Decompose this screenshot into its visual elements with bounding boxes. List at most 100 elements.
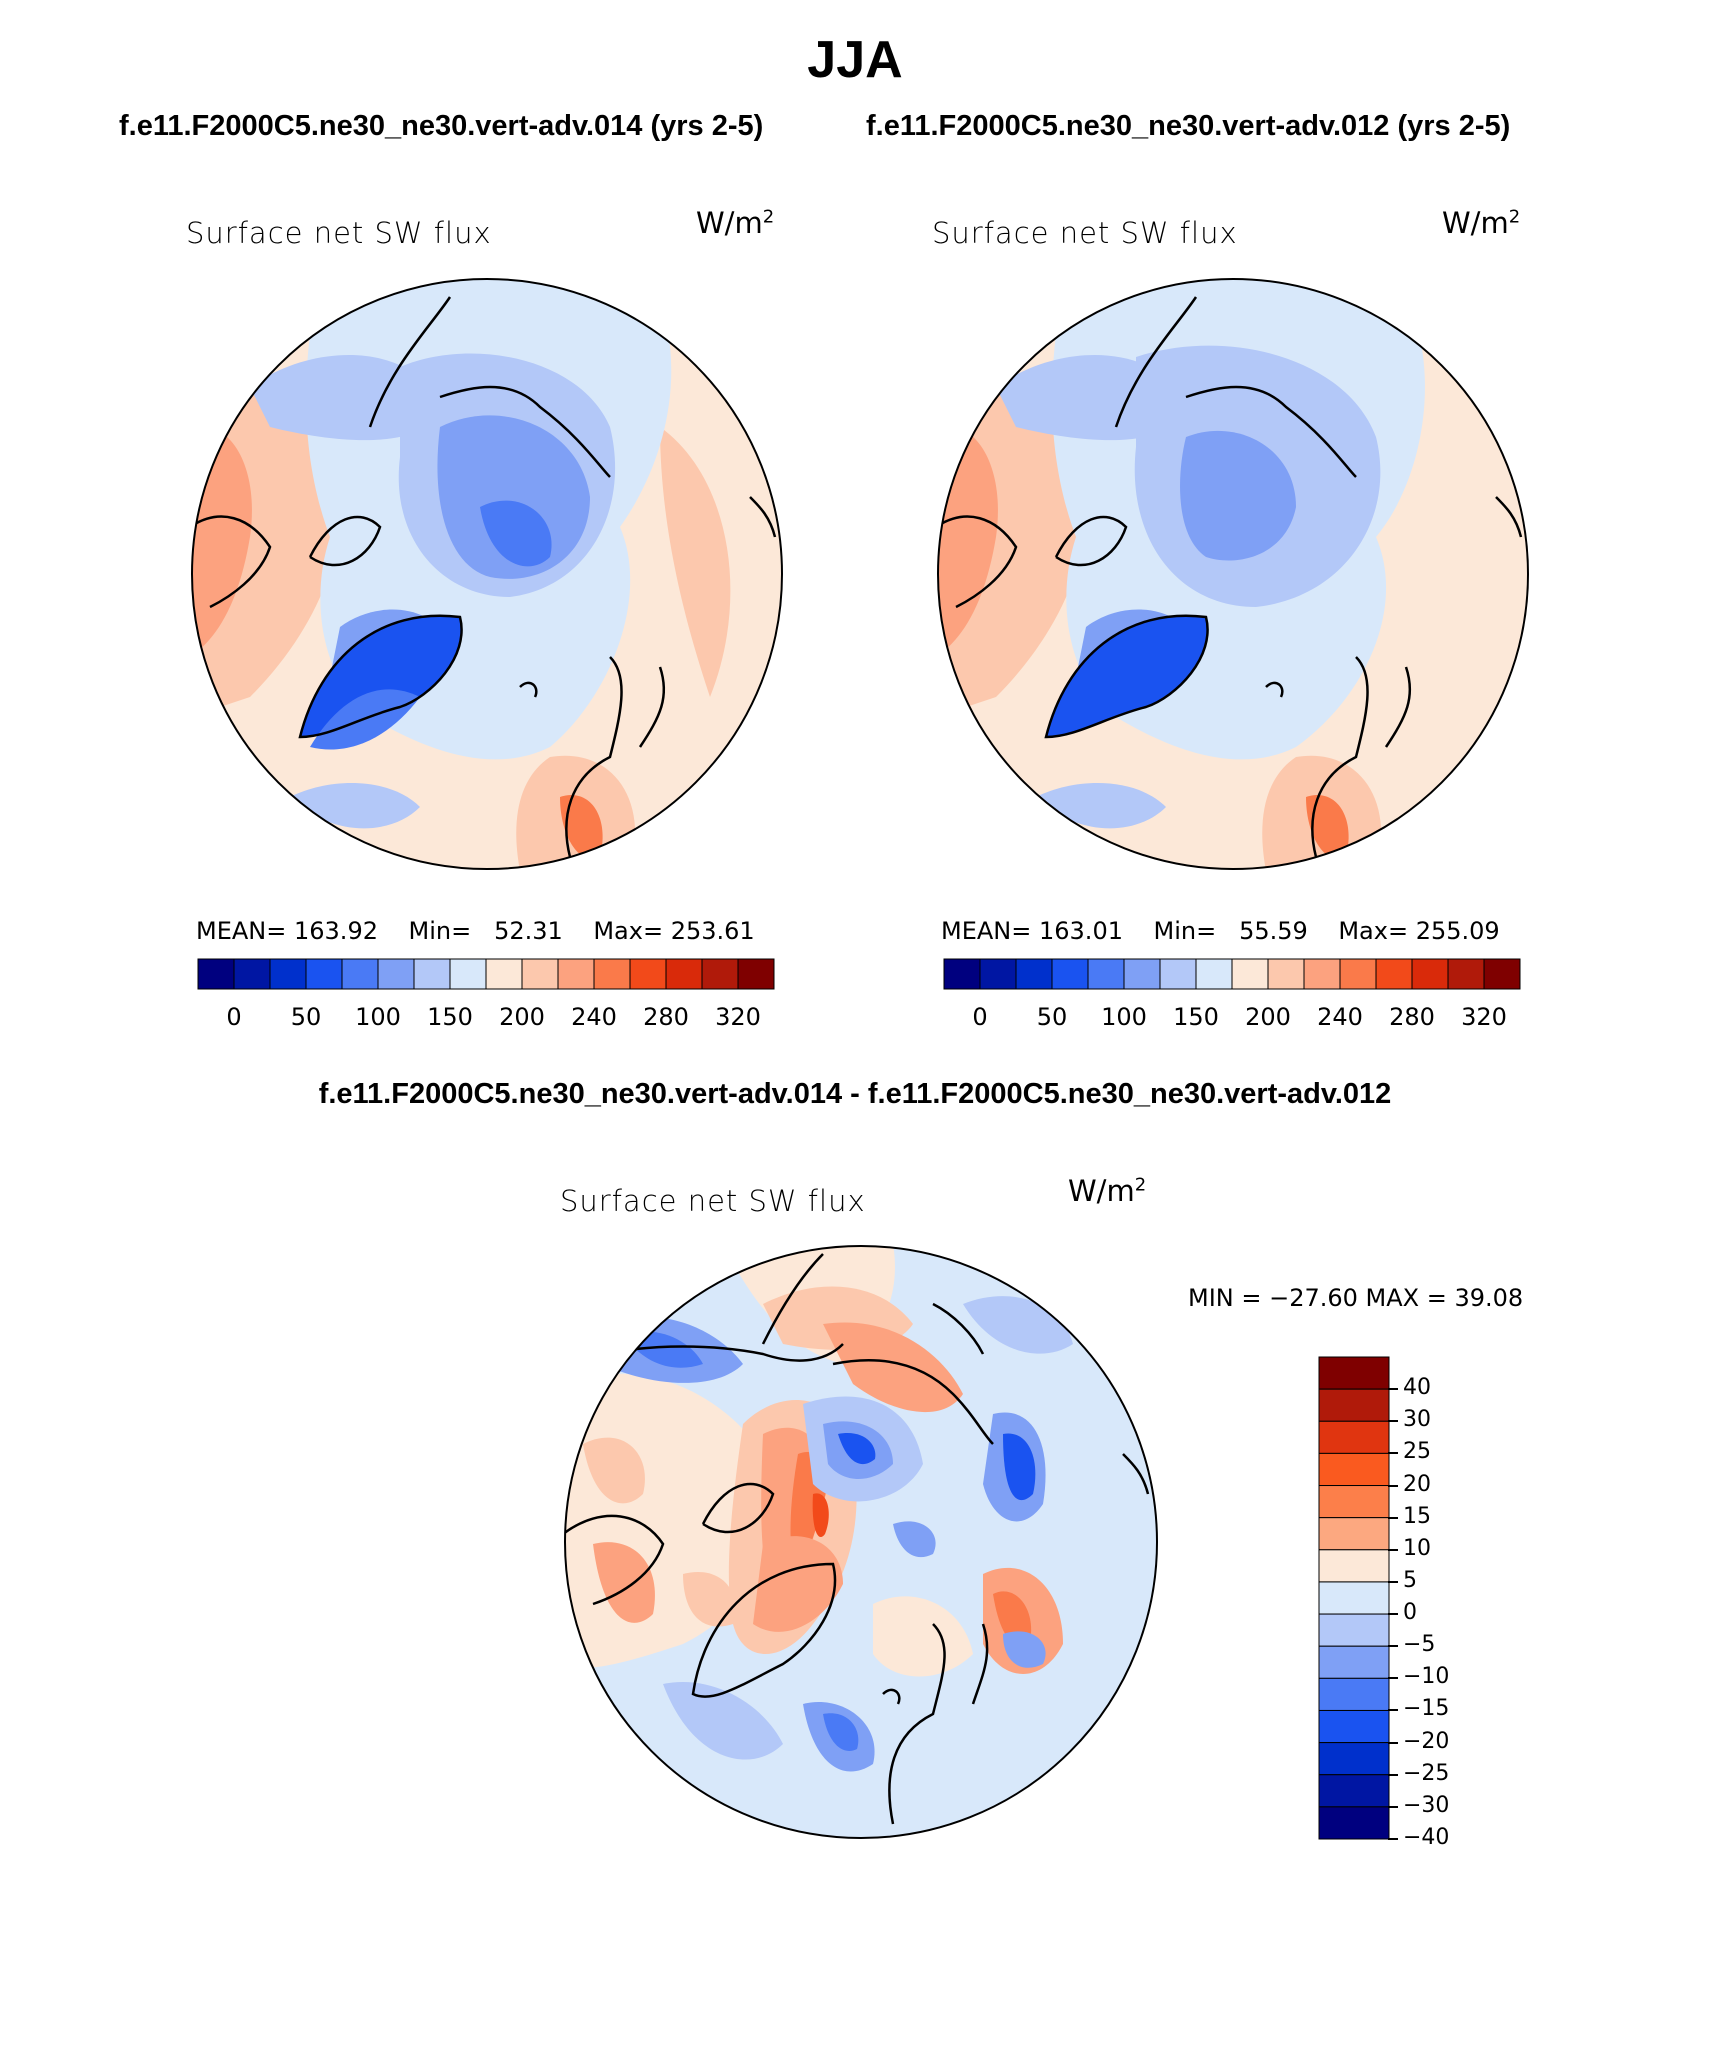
colorbar-tick-label: −20 — [1403, 1728, 1450, 1754]
colorbar-tick-label: −10 — [1403, 1664, 1450, 1690]
colorbar-tick-label: 150 — [427, 1003, 473, 1031]
colorbar-box — [1339, 958, 1377, 990]
colorbar-tick-mark — [1388, 1645, 1398, 1648]
colorbar-tick-mark — [1388, 1613, 1398, 1616]
colorbar-box — [1318, 1581, 1390, 1615]
panel-right-variable: Surface net SW flux — [932, 216, 1238, 250]
colorbar-tick-label: 320 — [715, 1003, 761, 1031]
panel-left-stats: MEAN= 163.92 Min= 52.31 Max= 253.61 — [196, 917, 755, 945]
colorbar-box — [1195, 958, 1233, 990]
difference-title: f.e11.F2000C5.ne30_ne30.vert-adv.014 - f… — [318, 1078, 1392, 1110]
colorbar-tick-label: 50 — [290, 1003, 322, 1031]
colorbar-tick-label: 150 — [1173, 1003, 1219, 1031]
colorbar-box — [377, 958, 415, 990]
colorbar-box — [1159, 958, 1197, 990]
colorbar-tick-label: 25 — [1403, 1439, 1431, 1465]
colorbar-right — [943, 958, 1521, 990]
colorbar-tick-label: −5 — [1403, 1632, 1436, 1658]
colorbar-tick-label: 5 — [1403, 1567, 1417, 1593]
colorbar-tick-label: 100 — [355, 1003, 401, 1031]
colorbar-box — [1318, 1549, 1390, 1583]
case-title-right: f.e11.F2000C5.ne30_ne30.vert-adv.012 (yr… — [866, 110, 1511, 142]
colorbar-tick-label: 320 — [1461, 1003, 1507, 1031]
map-difference — [564, 1245, 1158, 1839]
colorbar-box — [305, 958, 343, 990]
colorbar-box — [1318, 1356, 1390, 1390]
colorbar-box — [413, 958, 451, 990]
colorbar-tick-label: 30 — [1403, 1407, 1431, 1433]
colorbar-tick-label: 240 — [1317, 1003, 1363, 1031]
colorbar-box — [1318, 1613, 1390, 1647]
colorbar-box — [943, 958, 981, 990]
colorbar-tick-label: −40 — [1403, 1825, 1450, 1850]
colorbar-tick-label: 280 — [643, 1003, 689, 1031]
colorbar-tick-mark — [1388, 1452, 1398, 1455]
colorbar-tick-label: 50 — [1036, 1003, 1068, 1031]
colorbar-tick-mark — [1388, 1388, 1398, 1391]
colorbar-tick-label: 200 — [499, 1003, 545, 1031]
panel-right-units: W/m2 — [1442, 206, 1521, 240]
colorbar-tick-label: −30 — [1403, 1792, 1450, 1818]
colorbar-tick-mark — [1388, 1548, 1398, 1551]
colorbar-box — [1318, 1517, 1390, 1551]
colorbar-box — [1483, 958, 1521, 990]
colorbar-tick-label: 15 — [1403, 1503, 1431, 1529]
colorbar-box — [1447, 958, 1485, 990]
colorbar-box — [1318, 1709, 1390, 1744]
colorbar-box — [269, 958, 307, 990]
difference-minmax: MIN = −27.60 MAX = 39.08 — [1188, 1284, 1524, 1312]
colorbar-box — [1318, 1806, 1390, 1840]
colorbar-tick-label: 10 — [1403, 1535, 1431, 1561]
colorbar-left — [197, 958, 775, 990]
colorbar-box — [449, 958, 487, 990]
colorbar-box — [737, 958, 775, 990]
colorbar-box — [1318, 1452, 1390, 1487]
map-left — [191, 278, 783, 870]
colorbar-tick-label: 40 — [1403, 1375, 1431, 1401]
colorbar-box — [1231, 958, 1269, 990]
colorbar-box — [979, 958, 1017, 990]
colorbar-tick-mark — [1388, 1677, 1398, 1680]
colorbar-tick-label: 280 — [1389, 1003, 1435, 1031]
colorbar-tick-label: 0 — [1403, 1600, 1417, 1626]
colorbar-tick-mark — [1388, 1484, 1398, 1487]
colorbar-box — [1318, 1420, 1390, 1454]
colorbar-tick-label: 240 — [571, 1003, 617, 1031]
colorbar-box — [1267, 958, 1305, 990]
colorbar-box — [1123, 958, 1161, 990]
colorbar-box — [557, 958, 595, 990]
colorbar-tick-label: 20 — [1403, 1471, 1431, 1497]
colorbar-difference — [1318, 1356, 1390, 1840]
colorbar-tick-mark — [1388, 1420, 1398, 1423]
colorbar-box — [1318, 1774, 1390, 1808]
case-title-left: f.e11.F2000C5.ne30_ne30.vert-adv.014 (yr… — [119, 110, 764, 142]
colorbar-box — [1318, 1645, 1390, 1679]
panel-left-variable: Surface net SW flux — [186, 216, 492, 250]
colorbar-box — [341, 958, 379, 990]
colorbar-tick-label: 0 — [226, 1003, 242, 1031]
colorbar-tick-mark — [1388, 1516, 1398, 1519]
colorbar-box — [197, 958, 235, 990]
difference-variable: Surface net SW flux — [560, 1184, 866, 1218]
colorbar-tick-label: 200 — [1245, 1003, 1291, 1031]
difference-units: W/m2 — [1068, 1174, 1147, 1208]
colorbar-tick-mark — [1388, 1838, 1398, 1840]
colorbar-tick-mark — [1388, 1580, 1398, 1583]
colorbar-box — [665, 958, 703, 990]
colorbar-box — [521, 958, 559, 990]
colorbar-tick-label: −25 — [1403, 1760, 1450, 1786]
panel-right-stats: MEAN= 163.01 Min= 55.59 Max= 255.09 — [941, 917, 1500, 945]
colorbar-box — [1015, 958, 1053, 990]
colorbar-box — [1318, 1388, 1390, 1422]
panel-left-units: W/m2 — [696, 206, 775, 240]
colorbar-box — [1318, 1742, 1390, 1776]
colorbar-tick-mark — [1388, 1773, 1398, 1776]
colorbar-tick-mark — [1388, 1741, 1398, 1744]
colorbar-box — [1318, 1485, 1390, 1519]
colorbar-tick-label: −15 — [1403, 1696, 1450, 1722]
colorbar-box — [593, 958, 631, 990]
colorbar-box — [701, 958, 739, 990]
colorbar-box — [1087, 958, 1125, 990]
map-right — [937, 278, 1529, 870]
colorbar-box — [1303, 958, 1341, 990]
